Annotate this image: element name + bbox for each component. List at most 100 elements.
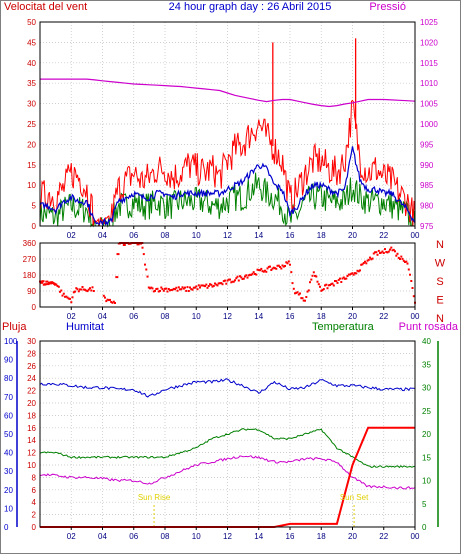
wind-y-tick-label: 20 bbox=[27, 140, 36, 149]
direction-x-tick-label: 14 bbox=[254, 312, 263, 321]
humidity-y-tick-label: 90 bbox=[4, 356, 13, 365]
climate-x-tick-label: 02 bbox=[67, 532, 76, 541]
direction-point bbox=[355, 272, 358, 275]
pressure-series-line bbox=[40, 78, 416, 108]
dewpoint-label: Punt rosada bbox=[399, 321, 459, 333]
direction-y-tick-label: 180 bbox=[23, 271, 37, 280]
direction-point bbox=[215, 283, 218, 286]
direction-point bbox=[216, 284, 219, 287]
direction-point bbox=[155, 288, 158, 290]
direction-point bbox=[64, 295, 66, 298]
humidity-y-tick-label: 20 bbox=[4, 486, 13, 495]
direction-point bbox=[56, 285, 59, 287]
direction-point bbox=[305, 296, 308, 298]
temperature-y-tick-label: 30 bbox=[422, 384, 431, 393]
direction-point bbox=[370, 258, 373, 261]
direction-point bbox=[302, 299, 305, 302]
direction-point bbox=[409, 273, 411, 276]
wind-y-tick-label: 45 bbox=[27, 38, 36, 47]
direction-point bbox=[191, 288, 194, 291]
direction-point bbox=[205, 283, 208, 286]
direction-point bbox=[46, 283, 50, 286]
direction-x-tick-label: 22 bbox=[379, 312, 388, 321]
direction-point bbox=[375, 251, 378, 254]
direction-point bbox=[80, 288, 83, 291]
wind-x-tick-label: 20 bbox=[348, 231, 357, 240]
direction-point bbox=[145, 268, 148, 271]
wind-x-tick-label: 00 bbox=[411, 231, 420, 240]
direction-point bbox=[395, 254, 398, 257]
climate-x-tick-label: 12 bbox=[223, 532, 232, 541]
direction-point bbox=[336, 281, 339, 284]
direction-x-tick-label: 20 bbox=[348, 312, 357, 321]
rain-y-tick-label: 14 bbox=[27, 436, 36, 445]
direction-x-tick-label: 18 bbox=[317, 312, 326, 321]
direction-x-tick-label: 00 bbox=[411, 312, 420, 321]
direction-point bbox=[339, 277, 341, 280]
direction-point bbox=[276, 264, 279, 267]
direction-point bbox=[106, 298, 109, 301]
pressure-y-tick-label: 995 bbox=[420, 140, 434, 149]
direction-point bbox=[264, 269, 266, 272]
direction-point bbox=[246, 276, 249, 279]
direction-point bbox=[371, 257, 374, 260]
direction-point bbox=[90, 289, 93, 292]
wind-x-tick-label: 08 bbox=[161, 231, 170, 240]
direction-point bbox=[251, 272, 254, 275]
direction-point bbox=[335, 280, 338, 283]
direction-point bbox=[157, 290, 160, 293]
direction-point bbox=[374, 251, 376, 254]
temperature-y-tick-label: 35 bbox=[422, 360, 431, 369]
direction-point bbox=[167, 288, 170, 290]
direction-point bbox=[386, 251, 389, 254]
direction-point bbox=[210, 283, 213, 286]
direction-point bbox=[184, 286, 186, 289]
direction-point bbox=[352, 273, 355, 276]
direction-point bbox=[261, 270, 264, 273]
rain-y-tick-label: 16 bbox=[27, 424, 36, 433]
direction-point bbox=[290, 271, 293, 274]
direction-point bbox=[372, 252, 375, 255]
direction-point bbox=[82, 288, 85, 291]
direction-point bbox=[92, 290, 95, 292]
direction-point bbox=[342, 276, 345, 279]
direction-point bbox=[309, 281, 311, 284]
dewpoint-series-line bbox=[39, 455, 416, 490]
pressure-y-tick-label: 1010 bbox=[420, 79, 438, 88]
direction-point bbox=[229, 278, 231, 281]
direction-point bbox=[190, 288, 193, 291]
direction-point bbox=[412, 295, 415, 298]
direction-point bbox=[357, 270, 360, 273]
direction-point bbox=[310, 278, 313, 281]
direction-point bbox=[349, 273, 351, 276]
direction-point bbox=[60, 289, 63, 292]
direction-point bbox=[86, 290, 89, 293]
direction-point bbox=[247, 274, 250, 277]
direction-point bbox=[267, 265, 270, 268]
direction-point bbox=[394, 250, 396, 253]
direction-point bbox=[194, 286, 196, 289]
direction-point bbox=[122, 244, 126, 246]
wind-x-tick-label: 12 bbox=[223, 231, 232, 240]
direction-point bbox=[245, 274, 248, 277]
direction-point bbox=[387, 250, 390, 253]
direction-point bbox=[147, 286, 150, 289]
climate-x-tick-label: 08 bbox=[161, 532, 170, 541]
direction-point bbox=[306, 290, 309, 293]
direction-point bbox=[227, 278, 230, 281]
direction-point bbox=[74, 290, 76, 293]
direction-point bbox=[151, 287, 154, 290]
chart-title: 24 hour graph day : 26 Abril 2015 bbox=[169, 1, 332, 13]
direction-point bbox=[326, 287, 329, 290]
direction-point bbox=[244, 275, 246, 278]
wind-y-tick-label: 0 bbox=[32, 222, 37, 231]
direction-point bbox=[199, 286, 201, 289]
direction-point bbox=[59, 290, 61, 293]
direction-point bbox=[195, 285, 198, 288]
pressure-y-tick-label: 985 bbox=[420, 181, 434, 190]
direction-point bbox=[392, 248, 395, 251]
direction-point bbox=[401, 257, 404, 260]
direction-point bbox=[144, 263, 146, 266]
direction-point bbox=[182, 287, 185, 290]
